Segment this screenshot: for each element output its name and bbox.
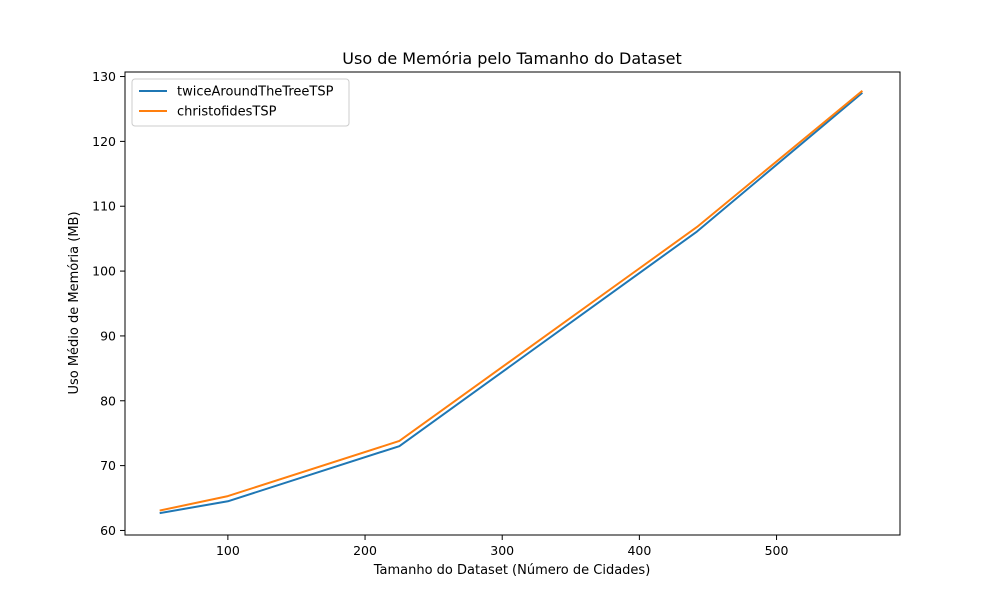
x-tick-label: 400 <box>627 543 651 558</box>
x-axis-label: Tamanho do Dataset (Número de Cidades) <box>373 563 651 578</box>
chart-title: Uso de Memória pelo Tamanho do Dataset <box>342 49 681 68</box>
x-tick-label: 100 <box>216 543 240 558</box>
x-tick-label: 300 <box>490 543 514 558</box>
legend: twiceAroundTheTreeTSP christofidesTSP <box>131 78 350 127</box>
y-tick-label: 90 <box>100 328 116 343</box>
y-tick-label: 60 <box>100 523 116 538</box>
x-tick-label: 200 <box>353 543 377 558</box>
y-axis-label: Uso Médio de Memória (MB) <box>67 211 82 394</box>
series-layer <box>159 90 863 515</box>
y-tick-label: 100 <box>92 264 116 279</box>
axes-layer: 100 200 300 400 500 60 70 80 90 100 110 120 130 <box>92 69 788 558</box>
legend-label-0: twiceAroundTheTreeTSP <box>177 85 334 100</box>
y-tick-label: 110 <box>92 199 116 214</box>
y-tick-label: 70 <box>100 458 116 473</box>
y-tick-label: 130 <box>92 69 116 84</box>
plot-frame <box>124 71 901 536</box>
legend-label-1: christofidesTSP <box>177 105 277 120</box>
y-tick-label: 80 <box>100 393 116 408</box>
x-tick-label: 500 <box>765 543 789 558</box>
legend-box <box>131 78 350 127</box>
y-tick-label: 120 <box>92 134 116 149</box>
